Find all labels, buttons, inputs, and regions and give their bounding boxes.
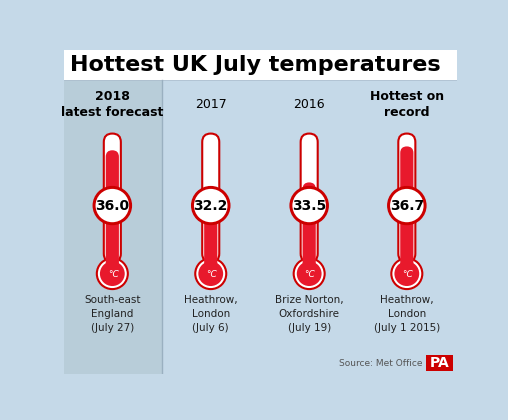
Circle shape: [92, 186, 132, 225]
Text: 36.7: 36.7: [390, 199, 424, 213]
Circle shape: [391, 258, 422, 289]
Circle shape: [198, 261, 223, 286]
Circle shape: [387, 186, 427, 225]
FancyBboxPatch shape: [426, 355, 453, 371]
Text: Heathrow,
London
(July 1 2015): Heathrow, London (July 1 2015): [374, 295, 440, 333]
Circle shape: [97, 258, 128, 289]
Circle shape: [191, 186, 231, 225]
Text: °C: °C: [402, 270, 413, 279]
Circle shape: [297, 261, 322, 286]
Text: Hottest on
record: Hottest on record: [370, 90, 444, 119]
Text: 2016: 2016: [293, 98, 325, 111]
Text: °C: °C: [206, 270, 217, 279]
Circle shape: [290, 186, 329, 225]
Text: Hottest UK July temperatures: Hottest UK July temperatures: [70, 55, 440, 75]
Circle shape: [394, 261, 419, 286]
Text: PA: PA: [429, 356, 449, 370]
FancyBboxPatch shape: [398, 134, 416, 262]
FancyBboxPatch shape: [64, 80, 162, 374]
FancyBboxPatch shape: [303, 182, 316, 275]
Circle shape: [100, 261, 125, 286]
Text: 36.0: 36.0: [96, 199, 130, 213]
FancyBboxPatch shape: [202, 134, 219, 262]
Text: Heathrow,
London
(July 6): Heathrow, London (July 6): [184, 295, 238, 333]
FancyBboxPatch shape: [301, 134, 318, 262]
Text: 2017: 2017: [195, 98, 227, 111]
Text: °C: °C: [108, 270, 118, 279]
Circle shape: [389, 188, 425, 223]
Text: °C: °C: [305, 270, 315, 279]
FancyBboxPatch shape: [204, 195, 217, 275]
Text: 32.2: 32.2: [194, 199, 228, 213]
Text: 33.5: 33.5: [292, 199, 326, 213]
FancyBboxPatch shape: [64, 50, 457, 80]
Text: South-east
England
(July 27): South-east England (July 27): [84, 295, 141, 333]
Circle shape: [193, 188, 229, 223]
FancyBboxPatch shape: [106, 150, 119, 275]
FancyBboxPatch shape: [400, 147, 414, 275]
Text: Source: Met Office: Source: Met Office: [339, 359, 422, 368]
Circle shape: [94, 188, 130, 223]
Circle shape: [294, 258, 325, 289]
Circle shape: [195, 258, 226, 289]
Text: 2018
latest forecast: 2018 latest forecast: [61, 90, 164, 119]
FancyBboxPatch shape: [104, 134, 121, 262]
Text: Brize Norton,
Oxfordshire
(July 19): Brize Norton, Oxfordshire (July 19): [275, 295, 343, 333]
Circle shape: [292, 188, 327, 223]
